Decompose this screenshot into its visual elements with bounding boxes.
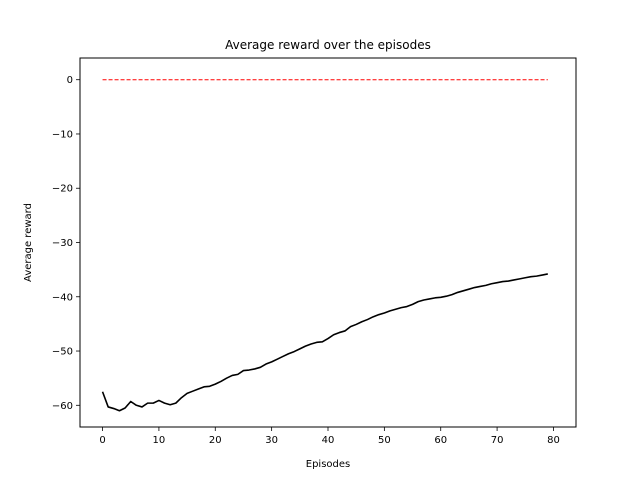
x-tick-label: 0 [99,435,105,446]
y-tick-label: −60 [52,401,73,412]
x-tick-label: 70 [491,435,504,446]
x-axis-ticks: 0 10 20 30 40 50 60 70 80 [99,427,560,446]
x-tick-label: 30 [265,435,278,446]
reward-line [101,273,548,412]
y-tick-label: −30 [52,238,73,249]
plot-lines [101,79,548,412]
x-tick-label: 20 [209,435,222,446]
chart-title: Average reward over the episodes [225,38,431,52]
x-tick-label: 50 [378,435,391,446]
y-tick-label: −40 [52,292,73,303]
x-tick-label: 40 [322,435,335,446]
x-axis-label: Episodes [306,459,350,470]
y-tick-label: −50 [52,347,73,358]
y-tick-label: −10 [52,129,73,140]
y-axis-label: Average reward [23,203,34,282]
y-axis-ticks: 0 −10 −20 −30 −40 −50 −60 [52,75,80,412]
x-tick-label: 60 [434,435,447,446]
y-tick-label: 0 [67,75,73,86]
y-tick-label: −20 [52,184,73,195]
x-tick-label: 80 [547,435,560,446]
x-tick-label: 10 [153,435,166,446]
